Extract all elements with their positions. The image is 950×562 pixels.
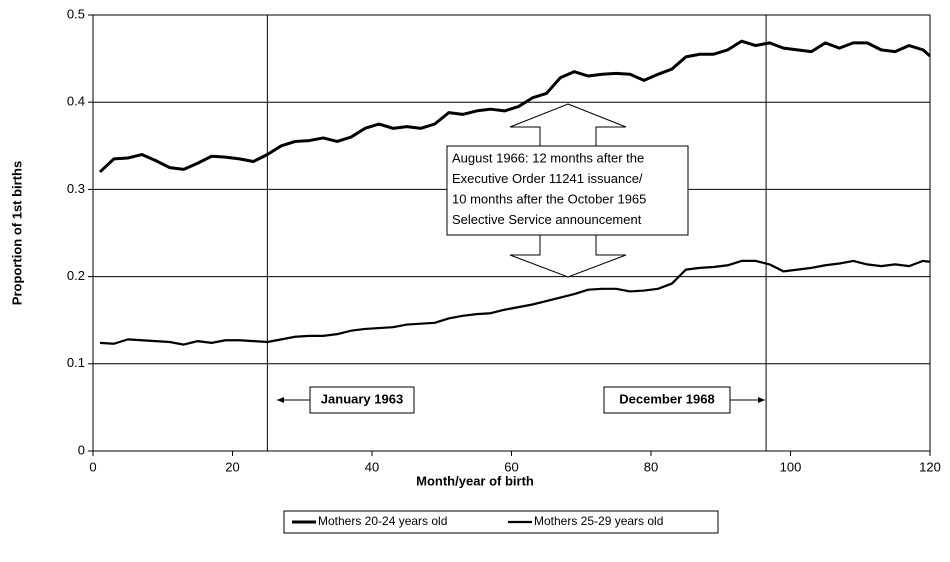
annotation-box — [603, 386, 731, 414]
y-axis-label: Proportion of 1st births — [9, 161, 24, 305]
y-tick-label: 0.1 — [67, 355, 85, 370]
annotation-text: January 1963 — [321, 391, 403, 406]
legend-box — [283, 510, 719, 534]
annotation-text: 10 months after the October 1965 — [452, 191, 646, 206]
x-tick-label: 0 — [89, 459, 96, 474]
legend-label: Mothers 20-24 years old — [318, 514, 447, 528]
legend: Mothers 20-24 years old Mothers 25-29 yea… — [283, 510, 719, 534]
series-line — [99, 259, 931, 346]
x-tick-label: 80 — [644, 459, 658, 474]
y-tick-label: 0.4 — [67, 94, 85, 109]
annotation-text: December 1968 — [619, 391, 714, 406]
x-tick-label: 100 — [780, 459, 802, 474]
x-tick-label: 120 — [919, 459, 941, 474]
x-tick-label: 40 — [365, 459, 379, 474]
y-tick-label: 0 — [78, 442, 85, 457]
annotation-text: Selective Service announcement — [452, 212, 642, 227]
series-line — [98, 39, 931, 174]
plot-border — [92, 14, 931, 452]
annotation-box — [446, 145, 689, 236]
annotation-text: August 1966: 12 months after the — [452, 150, 644, 165]
y-tick-label: 0.3 — [67, 181, 85, 196]
x-axis-label: Month/year of birth — [416, 473, 534, 488]
x-tick-label: 60 — [504, 459, 518, 474]
y-tick-label: 0.5 — [67, 6, 85, 21]
y-tick-label: 0.2 — [67, 268, 85, 283]
x-tick-label: 20 — [225, 459, 239, 474]
annotation-box — [309, 386, 415, 414]
annotation-text: Executive Order 11241 issuance/ — [452, 171, 643, 186]
legend-label: Mothers 25-29 years old — [534, 514, 663, 528]
